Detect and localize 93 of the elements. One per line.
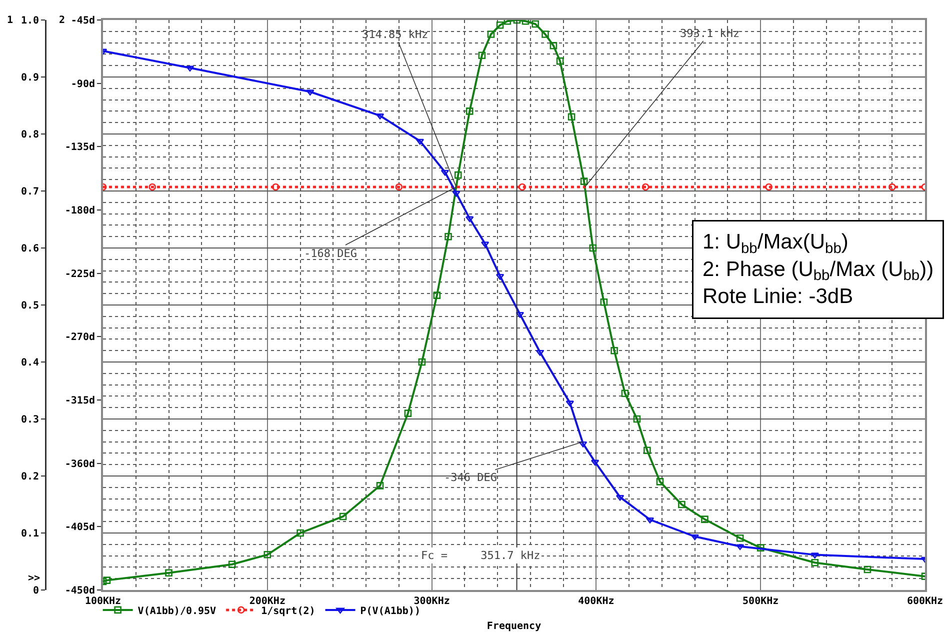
- point: [376, 482, 384, 490]
- y-tick-label: 0.7: [20, 186, 39, 198]
- point: [452, 190, 460, 197]
- y-tick-label: 0.3: [20, 414, 39, 426]
- point: [550, 42, 558, 50]
- point: [578, 441, 588, 448]
- point: [736, 534, 744, 542]
- point: [642, 183, 650, 191]
- point: [148, 183, 156, 191]
- y2-tick-label: -450d: [64, 586, 95, 596]
- point: [433, 292, 441, 299]
- y-axis-title: 1: [7, 15, 14, 26]
- point: [888, 183, 896, 191]
- point: [466, 108, 474, 115]
- point: [103, 576, 111, 584]
- point: [228, 560, 236, 568]
- y2-tick-label: -90d: [70, 78, 95, 90]
- point: [416, 138, 424, 145]
- point: [600, 298, 608, 306]
- x-tick-label: 300KHz: [414, 596, 450, 607]
- x-tick-label: 400KHz: [578, 596, 614, 607]
- point: [339, 512, 347, 520]
- text: 1: U$_{bb}$/Max(U$_{bb}$) 2: Phase (U$_{bb}$/Max (U$_{bb}$)) Rote Linie: -3dB: [702, 230, 934, 308]
- y-tick-label: 0.6: [20, 244, 39, 254]
- point: [621, 390, 629, 397]
- x-axis-title: Frequency: [486, 621, 542, 632]
- y-tick-label: 0.1: [20, 528, 39, 540]
- y-tick-label: 0.4: [20, 358, 39, 368]
- point: [532, 20, 540, 28]
- point: [656, 478, 664, 486]
- point: [690, 534, 699, 540]
- y-tick-label: 0.9: [20, 72, 39, 84]
- y-tick-label: 0: [32, 586, 39, 596]
- point: [404, 410, 412, 417]
- legend-label: P(V(A1bb)): [360, 606, 420, 617]
- y2-tick-label: -270d: [64, 332, 95, 344]
- point: [466, 216, 474, 222]
- annotation: 314.85 kHz: [362, 28, 428, 41]
- point: [589, 244, 597, 252]
- point: [811, 558, 818, 566]
- point: [418, 358, 426, 366]
- point: [568, 113, 576, 121]
- y2-tick-label: -360d: [64, 458, 95, 470]
- point: [296, 529, 304, 537]
- point: [454, 171, 462, 179]
- point: [306, 90, 314, 96]
- point: [165, 569, 172, 577]
- legend-label: 1/sqrt(2): [261, 606, 316, 617]
- annotation: 393.1 kHz: [680, 27, 740, 40]
- text: >>: [28, 573, 40, 584]
- point: [644, 446, 651, 454]
- y2-tick-label: -225d: [64, 268, 95, 280]
- annotation: -168 DEG: [304, 247, 357, 260]
- point: [395, 183, 403, 191]
- point: [518, 183, 526, 191]
- ref-line-label: Fc = 351.7 kHz: [421, 549, 540, 562]
- y2-tick-label: -135d: [64, 142, 95, 154]
- y2-axis-title: 2: [59, 15, 66, 26]
- point: [756, 544, 764, 552]
- point: [646, 517, 654, 524]
- x-tick-label: 100KHz: [84, 596, 122, 607]
- point: [633, 415, 641, 423]
- y-tick-label: 0.5: [20, 300, 39, 312]
- point: [616, 494, 624, 501]
- point: [590, 460, 600, 466]
- point: [701, 516, 708, 523]
- point: [496, 21, 504, 29]
- y2-tick-label: -45d: [70, 16, 95, 26]
- point: [580, 178, 588, 185]
- y-tick-label: 0.2: [20, 472, 39, 482]
- y-tick-label: 1.0: [20, 16, 39, 26]
- point: [264, 551, 272, 558]
- point: [440, 170, 450, 176]
- point: [678, 500, 686, 508]
- point: [864, 566, 872, 574]
- point: [736, 544, 744, 550]
- point: [610, 346, 618, 354]
- y2-tick-label: -315d: [64, 396, 95, 406]
- point: [542, 30, 549, 38]
- x-tick-label: 200KHz: [249, 596, 286, 607]
- x-tick-label: 500KHz: [742, 596, 779, 607]
- y-tick-label: 0.8: [20, 130, 39, 140]
- point: [765, 183, 772, 191]
- y2-tick-label: -180d: [64, 206, 95, 216]
- point: [444, 232, 452, 240]
- point: [487, 30, 495, 38]
- point: [556, 57, 564, 65]
- point: [810, 552, 819, 558]
- point: [478, 52, 486, 59]
- legend-label: V(A1bb)/0.95V: [138, 606, 216, 617]
- x-tick-label: 600KHz: [906, 596, 944, 607]
- y2-tick-label: -405d: [64, 522, 95, 534]
- point: [272, 183, 280, 191]
